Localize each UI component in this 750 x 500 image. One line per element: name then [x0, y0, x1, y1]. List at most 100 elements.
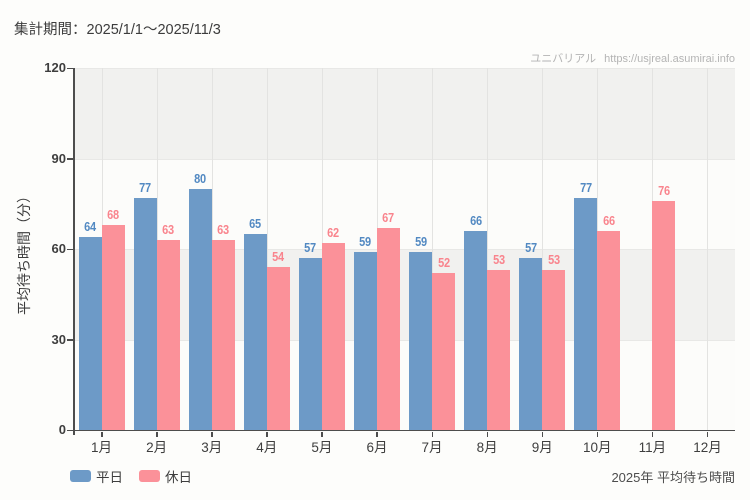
bar-value-label: 67 — [382, 210, 395, 225]
x-tick — [486, 432, 489, 437]
bar-value-label: 80 — [194, 171, 207, 186]
bar-休日-9月 — [542, 270, 566, 430]
y-tick-label: 30 — [51, 331, 66, 347]
bar-value-label: 64 — [84, 219, 96, 234]
h-gridline — [74, 158, 735, 160]
x-tick-label: 2月 — [146, 440, 168, 455]
x-tick-label: 1月 — [91, 440, 113, 455]
bar-value-label: 57 — [304, 241, 317, 256]
x-tick — [266, 432, 268, 437]
bar-休日-11月 — [652, 200, 676, 430]
bar-value-label: 77 — [139, 180, 151, 195]
x-tick-label: 8月 — [476, 440, 498, 455]
legend-label: 平日 — [96, 470, 123, 485]
bar-休日-3月 — [211, 239, 235, 430]
bar-value-label: 53 — [547, 253, 560, 268]
x-tick-label: 3月 — [201, 440, 223, 455]
bar-休日-5月 — [321, 242, 345, 430]
grid-band — [74, 68, 735, 159]
bar-平日-6月 — [353, 252, 377, 430]
y-tick-label: 60 — [51, 241, 66, 256]
x-tick — [541, 432, 544, 437]
bar-休日-2月 — [156, 239, 180, 430]
bar-休日-1月 — [101, 224, 125, 430]
x-tick-label: 6月 — [366, 440, 388, 455]
y-tick-label: 0 — [58, 422, 66, 437]
x-tick — [376, 432, 378, 437]
x-tick — [596, 432, 599, 437]
x-tick — [156, 432, 158, 437]
legend-label: 休日 — [165, 470, 192, 485]
h-gridline — [74, 339, 735, 341]
x-tick-label: 5月 — [311, 440, 333, 455]
x-tick-label: 10月 — [583, 440, 612, 455]
bar-平日-9月 — [519, 258, 543, 430]
bar-value-label: 52 — [437, 256, 450, 271]
h-gridline — [74, 68, 735, 69]
v-gridline — [707, 68, 709, 430]
bar-平日-8月 — [464, 230, 488, 430]
bar-休日-4月 — [266, 267, 290, 430]
y-tick — [67, 158, 73, 160]
bar-value-label: 66 — [469, 213, 482, 228]
bar-平日-7月 — [409, 252, 433, 430]
watermark: ユニバリアル https://usjreal.asumirai.info — [530, 50, 735, 66]
legend: 平日 休日 — [70, 466, 192, 486]
x-tick-label: 4月 — [256, 440, 278, 455]
y-tick — [67, 429, 73, 431]
y-tick — [67, 339, 73, 341]
x-tick — [431, 432, 434, 437]
legend-item-休日: 休日 — [139, 466, 192, 486]
chart-caption: 2025年 平均待ち時間 — [611, 470, 735, 485]
v-gridline — [432, 68, 434, 430]
bar-value-label: 59 — [414, 235, 427, 250]
aggregation-period-title: 集計期間：2025/1/1～2025/11/3 — [14, 22, 221, 38]
bar-value-label: 66 — [602, 213, 615, 228]
bar-value-label: 77 — [579, 180, 592, 195]
x-tick — [211, 432, 213, 437]
x-tick-label: 12月 — [693, 440, 722, 455]
x-tick-label: 11月 — [638, 440, 667, 455]
grid-band — [74, 249, 735, 340]
plot-area: 64 77 80 65 57 59 59 66 57 77 68 63 63 54 62 67 52 53 53 66… — [44, 60, 735, 455]
bar-value-label: 63 — [217, 222, 230, 237]
bar-value-label: 54 — [272, 250, 285, 265]
x-tick-label: 7月 — [421, 440, 443, 455]
bar-value-label: 62 — [327, 225, 340, 240]
y-tick — [67, 248, 73, 250]
bar-平日-3月 — [188, 188, 212, 430]
bar-value-label: 63 — [162, 222, 174, 237]
y-axis-line — [73, 68, 75, 435]
bar-value-label: 65 — [249, 216, 262, 231]
legend-item-平日: 平日 — [70, 466, 123, 486]
bar-休日-7月 — [432, 273, 456, 430]
legend-swatch — [139, 470, 160, 482]
bar-平日-10月 — [574, 197, 598, 430]
x-axis-line — [74, 429, 735, 431]
x-tick — [706, 432, 709, 437]
bar-休日-10月 — [597, 230, 621, 430]
x-tick — [651, 432, 654, 437]
v-gridline — [542, 68, 544, 430]
watermark-url: https://usjreal.asumirai.info — [604, 53, 735, 65]
bar-平日-2月 — [133, 197, 157, 430]
bar-平日-4月 — [243, 233, 267, 430]
x-tick — [101, 432, 103, 437]
bar-平日-1月 — [78, 236, 102, 430]
bar-休日-6月 — [376, 227, 400, 430]
h-gridline — [74, 249, 735, 250]
bar-value-label: 76 — [658, 183, 670, 198]
v-gridline — [487, 68, 489, 430]
x-tick-label: 9月 — [531, 440, 553, 455]
bar-value-label: 59 — [359, 235, 372, 250]
y-tick-label: 120 — [44, 60, 66, 75]
watermark-site-name: ユニバリアル — [530, 53, 597, 65]
bar-休日-8月 — [487, 270, 511, 430]
bar-平日-5月 — [298, 258, 322, 430]
v-gridline — [266, 68, 268, 430]
y-tick — [67, 67, 73, 69]
x-tick — [321, 432, 323, 437]
bar-value-label: 57 — [524, 241, 537, 256]
legend-swatch — [70, 470, 91, 482]
